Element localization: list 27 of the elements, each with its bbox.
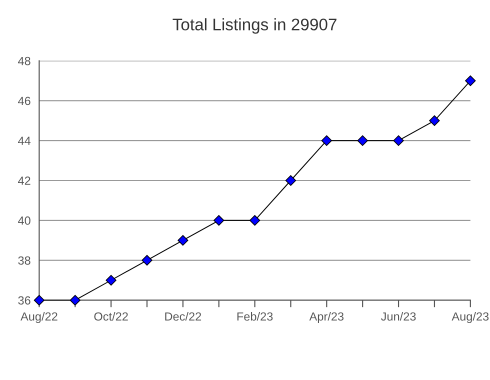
point — [70, 294, 80, 306]
y-tick-label: 44 — [18, 136, 31, 145]
point — [178, 235, 188, 246]
point — [321, 135, 332, 146]
point — [393, 135, 404, 146]
y-tick-label: 38 — [18, 256, 30, 265]
x-tick-label: Dec/22 — [165, 312, 202, 321]
point — [106, 274, 116, 286]
point — [249, 215, 260, 226]
point — [429, 115, 440, 126]
y-tick-label: 46 — [18, 96, 30, 106]
point — [214, 215, 224, 226]
x-tick-label: Apr/23 — [309, 312, 344, 324]
point — [357, 135, 368, 146]
y-tick-label: 40 — [18, 216, 30, 225]
y-tick-label: 36 — [18, 296, 30, 305]
chart-title: Total Listings in 29907 — [172, 18, 336, 34]
x-tick-label: Jun/23 — [380, 312, 416, 321]
point — [142, 254, 152, 266]
point — [285, 175, 296, 186]
x-tick-label: Feb/23 — [237, 312, 273, 321]
y-tick-label: 42 — [18, 176, 30, 185]
y-tick-label: 48 — [18, 56, 30, 66]
x-tick-label: Aug/22 — [20, 312, 58, 324]
x-tick-label: Aug/23 — [452, 312, 489, 324]
point — [465, 75, 476, 86]
x-tick-label: Oct/22 — [94, 312, 128, 321]
